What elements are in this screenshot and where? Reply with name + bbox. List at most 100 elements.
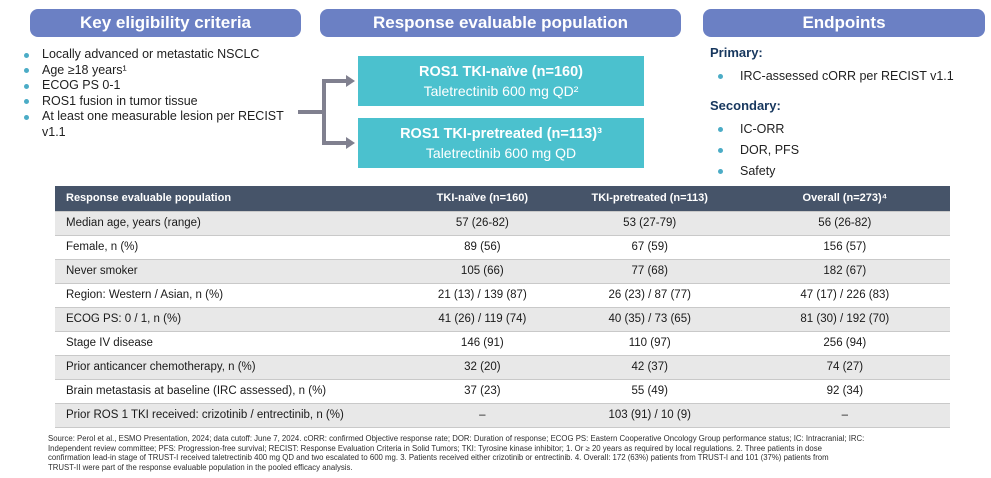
eligibility-item: ROS1 fusion in tumor tissue <box>42 93 198 108</box>
secondary-endpoints-list: IC-ORR DOR, PFS Safety <box>710 119 985 182</box>
connector-line <box>322 79 346 83</box>
list-item: ECOG PS 0-1 <box>18 78 286 94</box>
cell-naive: 146 (91) <box>404 330 560 355</box>
footnote-line: confirmation lead-in stage of TRUST-I re… <box>48 453 829 463</box>
bullet-icon <box>718 127 723 132</box>
eligibility-item: At least one measurable lesion per RECIS… <box>42 109 284 139</box>
eligibility-header: Key eligibility criteria <box>30 9 301 37</box>
bullet-icon <box>718 74 723 79</box>
cell-overall: 256 (94) <box>739 330 950 355</box>
cell-pretreated: 42 (37) <box>559 354 740 379</box>
arrow-right-icon <box>346 137 355 149</box>
column-header: TKI-naïve (n=160) <box>404 186 560 211</box>
cell-naive: 41 (26) / 119 (74) <box>404 306 560 331</box>
cell-pretreated: 55 (49) <box>559 378 740 403</box>
connector-line <box>322 141 346 145</box>
row-label: Median age, years (range) <box>55 210 405 235</box>
footnote-line: TRUST-II were part of the response evalu… <box>48 463 353 473</box>
population-header: Response evaluable population <box>320 9 681 37</box>
cell-pretreated: 110 (97) <box>559 330 740 355</box>
cell-overall: 182 (67) <box>739 258 950 283</box>
row-label: Brain metastasis at baseline (IRC assess… <box>55 378 405 403</box>
endpoint-item: IC-ORR <box>740 122 785 136</box>
cell-pretreated: 67 (59) <box>559 234 740 259</box>
footnote: Source: Perol et al., ESMO Presentation,… <box>48 434 983 473</box>
eligibility-item: Locally advanced or metastatic NSCLC <box>42 47 260 61</box>
baseline-table: Response evaluable population TKI-naïve … <box>55 186 950 428</box>
row-label: Female, n (%) <box>55 234 405 259</box>
cell-naive: 37 (23) <box>404 378 560 403</box>
table-row: ECOG PS: 0 / 1, n (%) 41 (26) / 119 (74)… <box>55 306 950 331</box>
footnote-line: Source: Perol et al., ESMO Presentation,… <box>48 434 865 443</box>
column-header: TKI-pretreated (n=113) <box>559 186 740 211</box>
cell-overall: 74 (27) <box>739 354 950 379</box>
endpoint-item: IRC-assessed cORR per RECIST v1.1 <box>740 69 954 83</box>
endpoints-section: Primary: IRC-assessed cORR per RECIST v1… <box>710 45 985 182</box>
bullet-icon <box>24 52 29 58</box>
arm-title: ROS1 TKI-naïve (n=160) <box>419 63 583 80</box>
arm-subtitle: Taletrectinib 600 mg QD <box>425 144 577 161</box>
endpoint-item: Safety <box>740 164 776 178</box>
row-label: Stage IV disease <box>55 330 405 355</box>
footnote-line: Independent review committee; PFS: Progr… <box>48 443 822 453</box>
table-row: Median age, years (range) 57 (26-82) 53 … <box>55 210 950 235</box>
eligibility-item: Age ≥18 years¹ <box>42 62 127 77</box>
row-label: Prior ROS 1 TKI received: crizotinib / e… <box>55 402 405 428</box>
primary-endpoints-list: IRC-assessed cORR per RECIST v1.1 <box>710 66 985 87</box>
list-item: At least one measurable lesion per RECIS… <box>18 109 286 140</box>
cell-pretreated: 103 (91) / 10 (9) <box>559 402 740 428</box>
cell-overall: 81 (30) / 192 (70) <box>739 306 950 331</box>
cell-naive: 32 (20) <box>404 354 560 379</box>
cell-naive: 105 (66) <box>404 258 560 283</box>
cell-naive: 21 (13) / 139 (87) <box>404 282 560 307</box>
cell-overall: 156 (57) <box>739 234 950 259</box>
eligibility-title: Key eligibility criteria <box>79 13 251 32</box>
list-item: DOR, PFS <box>710 140 985 161</box>
cell-overall: 56 (26-82) <box>739 210 950 235</box>
table-row: Brain metastasis at baseline (IRC assess… <box>55 378 950 403</box>
list-item: IC-ORR <box>710 119 985 140</box>
arm-box-tki-naive: ROS1 TKI-naïve (n=160) Taletrectinib 600… <box>358 56 644 106</box>
bullet-icon <box>24 68 29 73</box>
cell-pretreated: 77 (68) <box>559 258 740 283</box>
column-header: Overall (n=273)⁴ <box>739 186 950 211</box>
eligibility-item: ECOG PS 0-1 <box>42 78 121 92</box>
table-row: Female, n (%) 89 (56) 67 (59) 156 (57) <box>55 234 950 259</box>
endpoints-title: Endpoints <box>802 13 886 32</box>
row-label: Never smoker <box>55 258 405 283</box>
connector-line <box>298 110 324 114</box>
table-row: Prior ROS 1 TKI received: crizotinib / e… <box>55 402 950 428</box>
cell-pretreated: 26 (23) / 87 (77) <box>559 282 740 307</box>
row-label: ECOG PS: 0 / 1, n (%) <box>55 306 405 331</box>
list-item: ROS1 fusion in tumor tissue <box>18 94 286 110</box>
list-item: IRC-assessed cORR per RECIST v1.1 <box>710 66 985 87</box>
bullet-icon <box>718 148 723 153</box>
secondary-endpoints-label: Secondary: <box>710 98 781 113</box>
bullet-icon <box>24 114 29 120</box>
list-item: Safety <box>710 161 985 182</box>
table-row: Never smoker 105 (66) 77 (68) 182 (67) <box>55 258 950 283</box>
endpoints-header: Endpoints <box>703 9 985 37</box>
population-title: Response evaluable population <box>372 13 629 32</box>
cell-pretreated: 53 (27-79) <box>559 210 740 235</box>
endpoint-item: DOR, PFS <box>740 143 800 157</box>
cell-pretreated: 40 (35) / 73 (65) <box>559 306 740 331</box>
table-row: Stage IV disease 146 (91) 110 (97) 256 (… <box>55 330 950 355</box>
table-header-row: Response evaluable population TKI-naïve … <box>55 186 950 211</box>
row-label: Prior anticancer chemotherapy, n (%) <box>55 354 405 379</box>
cell-naive: 57 (26-82) <box>404 210 560 235</box>
list-item: Locally advanced or metastatic NSCLC <box>18 47 286 63</box>
bullet-icon <box>718 169 723 174</box>
arrow-right-icon <box>346 75 355 87</box>
eligibility-list: Locally advanced or metastatic NSCLC Age… <box>18 47 286 140</box>
cell-naive: 89 (56) <box>404 234 560 259</box>
table-row: Region: Western / Asian, n (%) 21 (13) /… <box>55 282 950 307</box>
arm-subtitle: Taletrectinib 600 mg QD² <box>423 82 579 99</box>
column-header: Response evaluable population <box>55 186 405 211</box>
bullet-icon <box>24 83 29 89</box>
cell-naive: – <box>404 402 560 428</box>
cell-overall: 47 (17) / 226 (83) <box>739 282 950 307</box>
connector-line <box>322 79 326 145</box>
arm-box-tki-pretreated: ROS1 TKI-pretreated (n=113)³ Taletrectin… <box>358 118 644 168</box>
